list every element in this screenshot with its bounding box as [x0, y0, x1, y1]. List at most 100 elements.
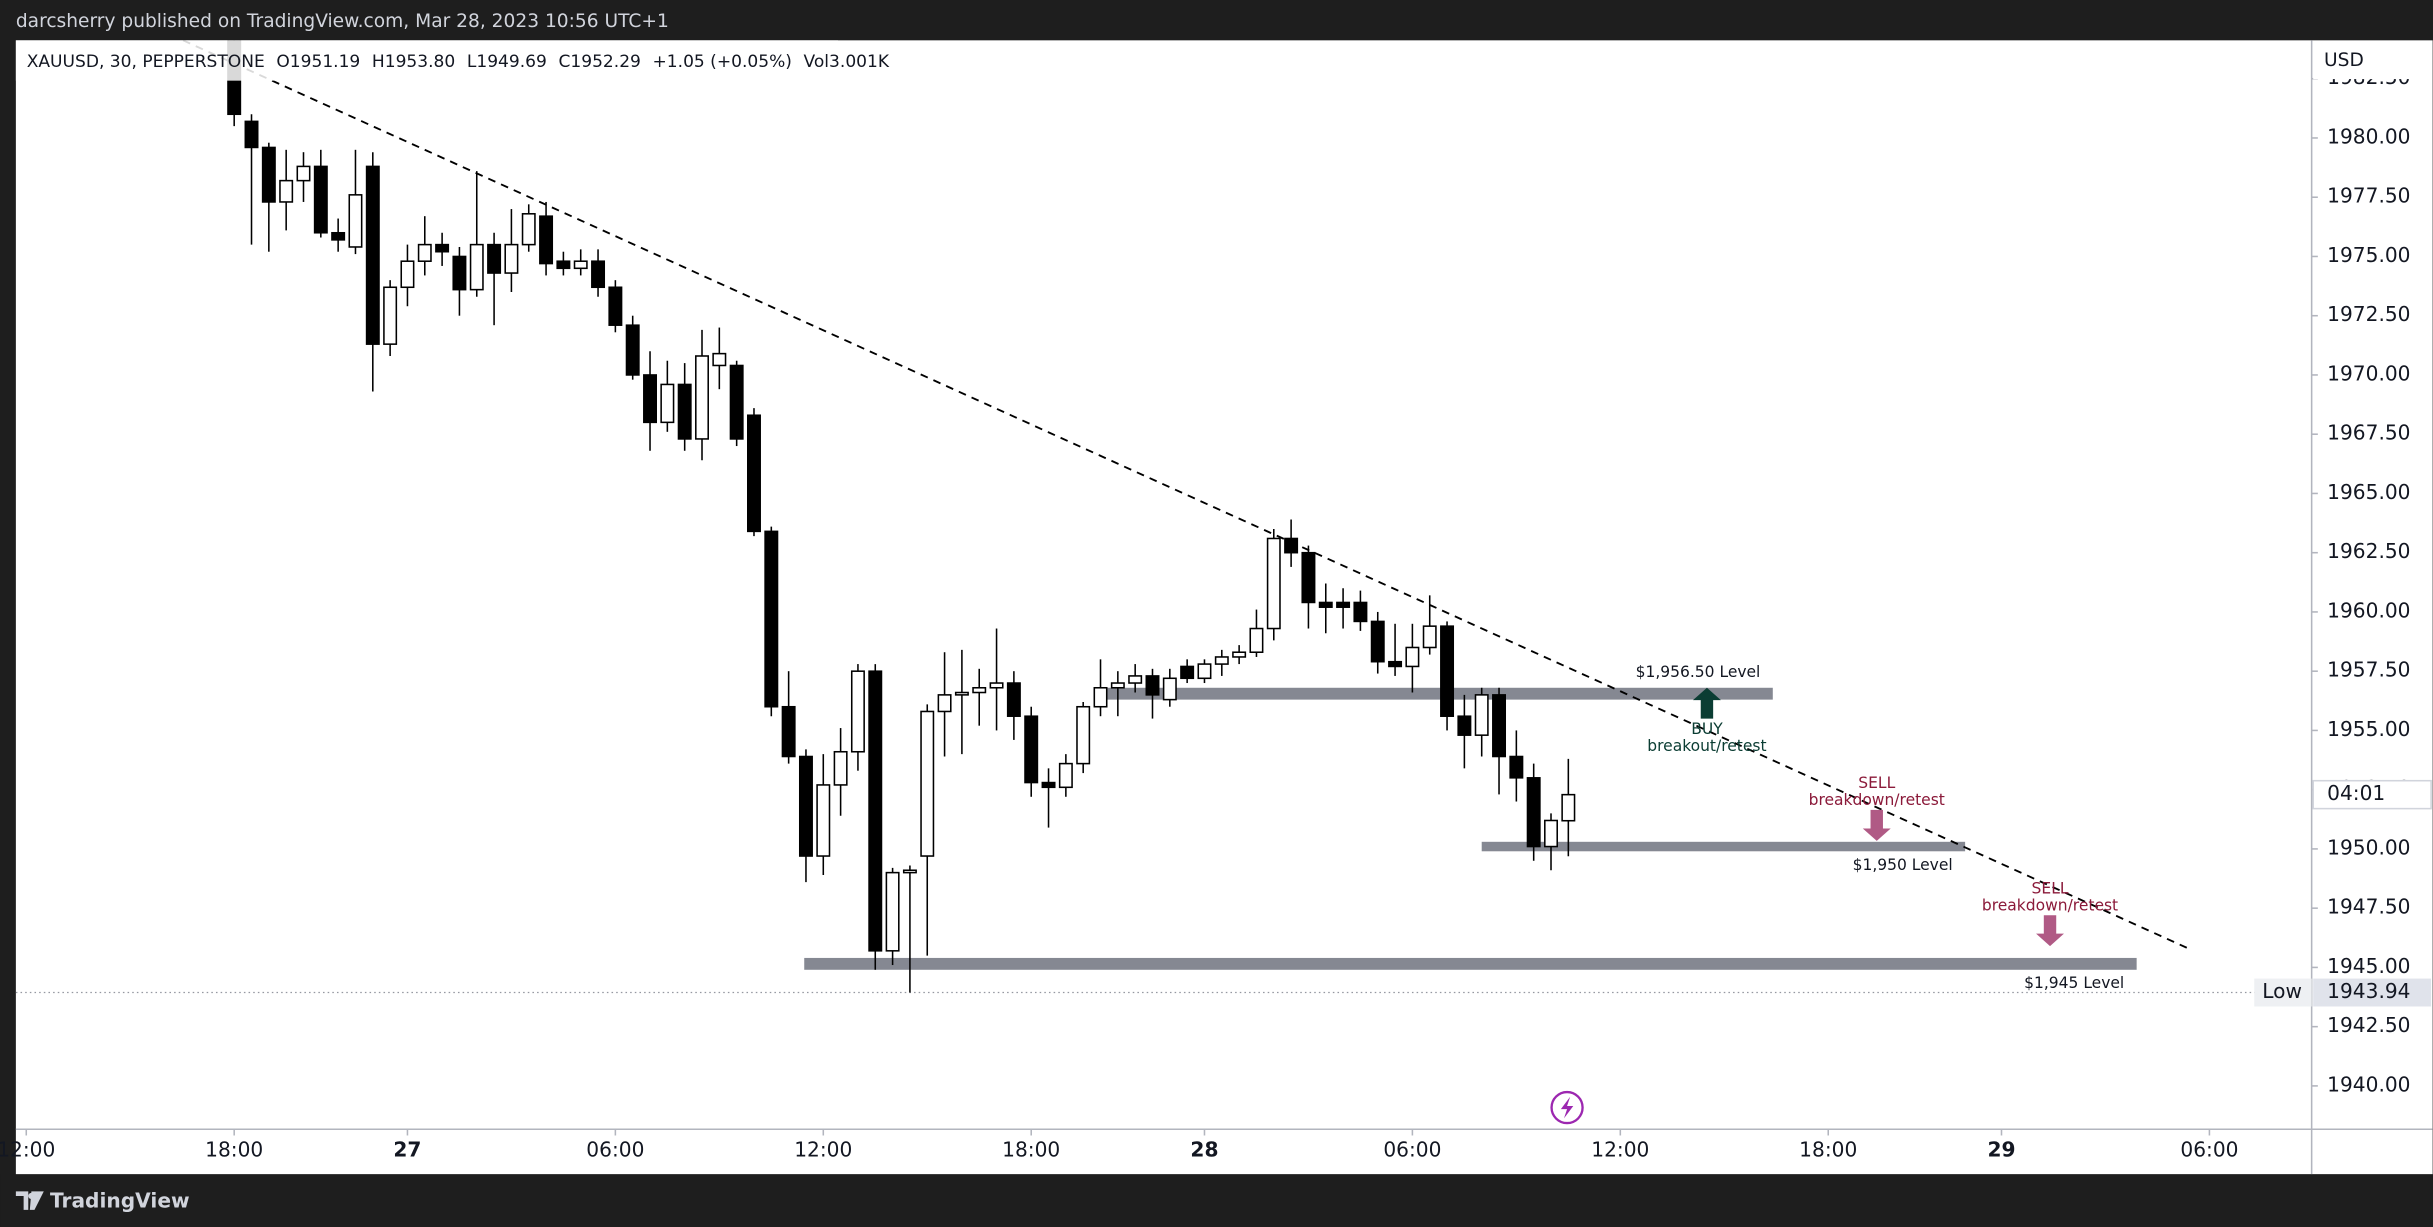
currency: USD: [2324, 50, 2364, 71]
candle-body: [989, 682, 1004, 689]
candle-body: [885, 871, 900, 952]
x-tick-label: 12:00: [1591, 1137, 1649, 1161]
candle-body: [1232, 651, 1247, 658]
candle-body: [1474, 694, 1489, 736]
candle-body: [1388, 660, 1403, 668]
candle-body: [504, 243, 519, 274]
candle-body: [1058, 762, 1073, 789]
candle-body: [1526, 777, 1541, 848]
legend-open: O1951.19: [276, 52, 360, 72]
x-tick-label: 18:00: [205, 1137, 263, 1161]
legend-bg: [15, 40, 839, 81]
x-tick-label: 29: [1987, 1137, 2015, 1161]
candle-body: [573, 260, 588, 270]
signal-arrow: [1692, 687, 1721, 719]
candle-body: [1214, 656, 1229, 665]
low-badge: [2313, 978, 2432, 1007]
candle-body: [764, 530, 779, 708]
candle-body: [747, 414, 761, 533]
candle-body: [729, 364, 744, 440]
candle-body: [1162, 677, 1177, 701]
candle-body: [625, 324, 640, 376]
candle-body: [850, 670, 865, 753]
candle-body: [608, 286, 623, 326]
signal-title: SELL: [2032, 879, 2069, 897]
candle-body: [1336, 601, 1351, 608]
candle-body: [556, 260, 571, 270]
candle-body: [279, 179, 294, 203]
candle-body: [1301, 551, 1316, 604]
candle-body: [365, 165, 380, 345]
candle-body: [1370, 620, 1385, 663]
candle-body: [521, 213, 536, 246]
y-tick-label: 1947.50: [2327, 895, 2410, 919]
x-tick-label: 18:00: [1799, 1137, 1857, 1161]
y-tick-label: 1965.00: [2327, 480, 2410, 504]
brand: TradingView: [50, 1189, 190, 1213]
candle-body: [1128, 675, 1143, 684]
publisher: darcsherry published on TradingView.com,…: [16, 11, 669, 32]
logo-dot: [28, 1192, 35, 1200]
candle-body: [313, 165, 328, 234]
candle-body: [712, 352, 727, 367]
candle-body: [1509, 755, 1524, 779]
y-tick-label: 1950.00: [2327, 835, 2410, 859]
plot: $1,956.50 Level $1,950 Level $1,945 Level B…: [15, 40, 2312, 994]
candle-body: [469, 243, 484, 291]
candle-body: [1405, 646, 1420, 668]
candle-body: [1561, 793, 1576, 822]
x-tick-label: 06:00: [586, 1137, 644, 1161]
candle-body: [643, 374, 658, 424]
candle-body: [417, 243, 432, 262]
y-tick-label: 1942.50: [2327, 1013, 2410, 1037]
candle-body: [261, 146, 276, 203]
y-tick-label: 1945.00: [2327, 954, 2410, 978]
x-tick-label: 06:00: [2180, 1137, 2238, 1161]
y-tick-label: 1970.00: [2327, 361, 2410, 385]
candle-body: [816, 784, 831, 857]
y-tick-label: 1957.50: [2327, 658, 2410, 682]
candle-body: [868, 670, 883, 952]
candle-body: [920, 710, 935, 857]
level-zone: [1093, 687, 1773, 700]
candle-body: [1457, 715, 1472, 736]
y-tick-label: 1977.50: [2327, 184, 2410, 208]
candle-body: [452, 255, 467, 291]
x-tick-label: 18:00: [1002, 1137, 1060, 1161]
logo: [15, 1191, 44, 1210]
trendline: [182, 40, 2191, 951]
candle-body: [798, 755, 813, 857]
candle-body: [400, 260, 415, 289]
candle-body: [1006, 682, 1021, 717]
countdown: 04:01: [2327, 781, 2385, 805]
signal-title: SELL: [1858, 774, 1895, 792]
y-tick-label: 1955.00: [2327, 717, 2410, 741]
candle-body: [937, 694, 952, 713]
y-tick-label: 1960.00: [2327, 598, 2410, 622]
low-value: 1943.94: [2327, 979, 2410, 1003]
y-tick-label: 1967.50: [2327, 421, 2410, 445]
candle-body: [1544, 819, 1558, 848]
y-tick-label: 1975.00: [2327, 243, 2410, 267]
legend-high: H1953.80: [372, 52, 455, 72]
candle-body: [435, 243, 450, 253]
candle-body: [1353, 601, 1368, 623]
x-tick-label: 12:00: [0, 1137, 55, 1161]
y-tick-label: 1940.00: [2327, 1072, 2410, 1096]
candle-body: [1266, 537, 1281, 630]
candle-body: [695, 355, 709, 440]
candle-body: [1041, 781, 1056, 789]
footer-bg: [0, 1174, 2433, 1227]
candle-body: [1093, 686, 1108, 708]
x-tick-label: 28: [1190, 1137, 1218, 1161]
candle-body: [1440, 625, 1455, 717]
x-tick-label: 06:00: [1383, 1137, 1441, 1161]
candle-body: [1197, 663, 1212, 680]
candle-body: [487, 243, 502, 274]
candle-body: [244, 120, 259, 149]
level-zone: [1481, 841, 1966, 852]
signal-title: BUY: [1691, 720, 1723, 738]
level-label: $1,950 Level: [1853, 856, 1953, 874]
low-tag: [2254, 978, 2312, 1007]
